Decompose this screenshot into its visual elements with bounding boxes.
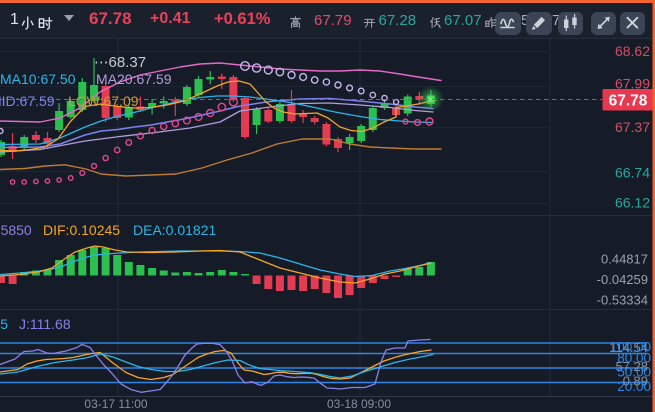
- svg-text:114.54: 114.54: [609, 340, 648, 355]
- svg-text:50.00: 50.00: [617, 365, 651, 380]
- svg-text:80.00: 80.00: [617, 351, 651, 366]
- svg-text:67.78: 67.78: [609, 93, 648, 110]
- svg-text:D:67.55: D:67.55: [0, 316, 8, 332]
- svg-text:MID:67.59: MID:67.59: [0, 93, 55, 109]
- svg-text:66.12: 66.12: [615, 195, 650, 211]
- svg-text:03-18 09:00: 03-18 09:00: [327, 397, 391, 411]
- svg-text:MA20:67.59: MA20:67.59: [96, 71, 172, 87]
- svg-text:⋯68.37: ⋯68.37: [94, 54, 146, 71]
- svg-text:57.28: 57.28: [615, 359, 648, 374]
- svg-text:66.74: 66.74: [615, 165, 650, 181]
- svg-text:DIF:0.10245: DIF:0.10245: [43, 222, 120, 238]
- svg-text:67.99: 67.99: [615, 76, 650, 92]
- svg-text:0.89: 0.89: [623, 374, 648, 389]
- svg-text:DEA:0.01821: DEA:0.01821: [133, 222, 216, 238]
- svg-text:MACD:0.05850: MACD:0.05850: [0, 222, 32, 238]
- svg-text:68.62: 68.62: [615, 43, 650, 59]
- svg-text:100.00: 100.00: [610, 340, 651, 355]
- svg-text:-0.04259: -0.04259: [597, 272, 648, 287]
- svg-text:MA10:67.50: MA10:67.50: [0, 71, 76, 87]
- svg-text:-0.53334: -0.53334: [597, 293, 648, 308]
- svg-text:J:111.68: J:111.68: [19, 316, 71, 332]
- svg-text:67.37: 67.37: [615, 119, 650, 135]
- svg-text:20.00: 20.00: [617, 379, 651, 394]
- svg-text:LOW:67.09: LOW:67.09: [68, 93, 139, 109]
- svg-text:03-17 11:00: 03-17 11:00: [84, 397, 147, 411]
- svg-text:0.44817: 0.44817: [601, 252, 648, 267]
